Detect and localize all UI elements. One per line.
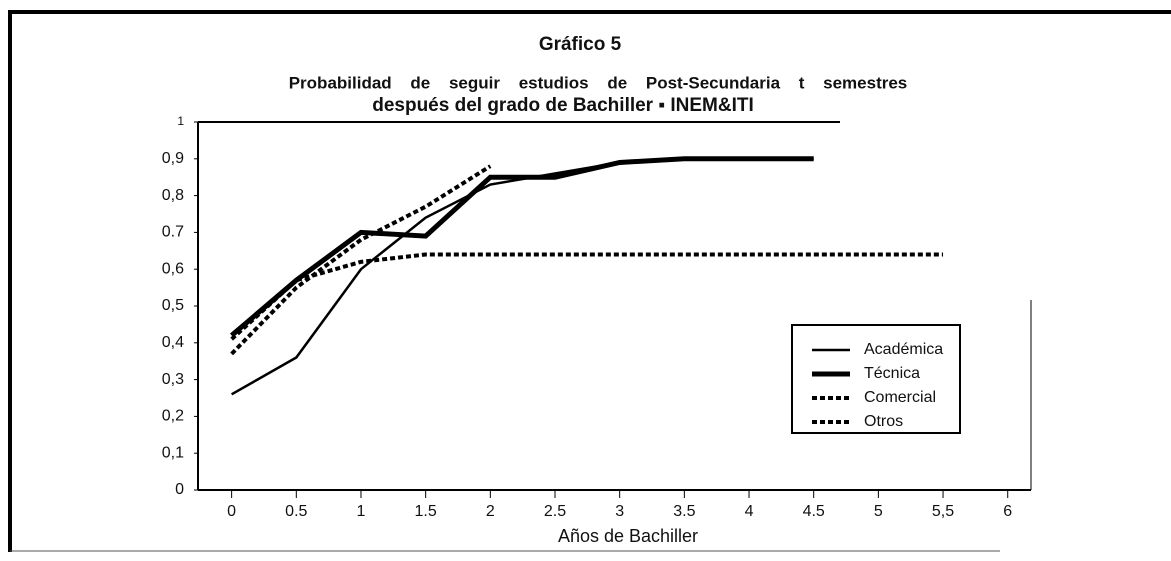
x-tick-label: 1.5 — [415, 503, 437, 520]
x-tick-label: 0 — [227, 503, 236, 520]
x-tick-label: 0.5 — [285, 503, 307, 520]
legend-label: Otros — [864, 413, 903, 430]
legend-label: Comercial — [864, 389, 936, 406]
y-tick-label: 0,9 — [162, 150, 184, 167]
series-line — [230, 156, 814, 338]
x-tick-label: 4 — [745, 503, 754, 520]
y-tick-label: 0,5 — [162, 297, 184, 314]
y-tick-label: 0 — [175, 481, 184, 498]
y-tick-label: 0,6 — [162, 260, 184, 277]
y-tick-label: 0,1 — [162, 444, 184, 461]
x-tick-label: 1 — [357, 503, 366, 520]
x-axis-label: Años de Bachiller — [558, 526, 698, 546]
x-tick-label: 4.5 — [803, 503, 825, 520]
x-tick-label: 3 — [615, 503, 624, 520]
y-tick-label: 1 — [177, 114, 184, 128]
legend-label: Académica — [864, 341, 943, 358]
y-tick-label: 0,3 — [162, 371, 184, 388]
legend-label: Técnica — [864, 365, 920, 382]
x-tick-label: 2 — [486, 503, 495, 520]
y-tick-label: 0,8 — [162, 187, 184, 204]
y-tick-label: 0,4 — [162, 334, 184, 351]
x-tick-label: 5,5 — [932, 503, 954, 520]
x-tick-label: 3.5 — [673, 503, 695, 520]
series-line — [231, 157, 814, 396]
series-line — [230, 252, 944, 341]
x-tick-label: 2.5 — [544, 503, 566, 520]
x-tick-label: 6 — [1003, 503, 1012, 520]
legend-box — [791, 324, 961, 434]
y-tick-label: 0,2 — [162, 408, 184, 425]
y-tick-label: 0.7 — [162, 224, 184, 241]
chart-subtitle: después del grado de Bachiller ▪ INEM&IT… — [372, 95, 754, 116]
chart-subtitle: Probabilidad de seguir estudios de Post-… — [289, 73, 908, 92]
chart-title: Gráfico 5 — [539, 34, 622, 55]
x-tick-label: 5 — [874, 503, 883, 520]
